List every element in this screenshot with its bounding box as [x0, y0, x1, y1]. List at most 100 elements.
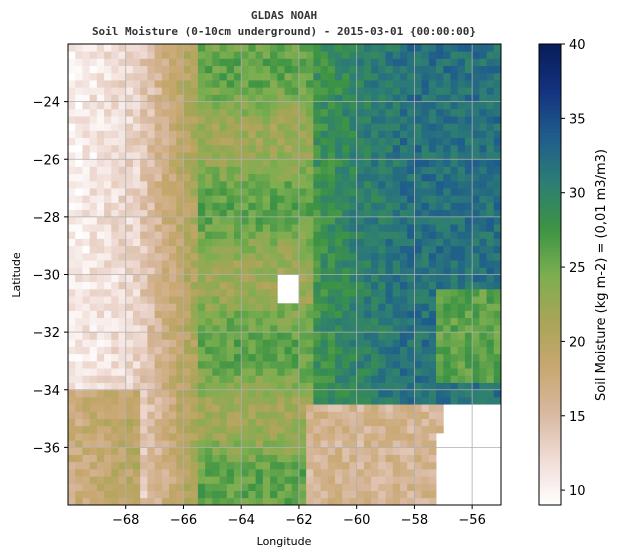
heatmap-cell [298, 317, 307, 326]
heatmap-cell [472, 202, 480, 211]
heatmap-cell [118, 94, 127, 103]
heatmap-cell [176, 65, 184, 74]
heatmap-cell [436, 44, 444, 52]
heatmap-cell [464, 130, 473, 139]
heatmap-cell [255, 80, 264, 88]
heatmap-cell [169, 72, 177, 81]
heatmap-cell [335, 404, 343, 412]
heatmap-cell [493, 317, 502, 326]
heatmap-cell [436, 274, 444, 283]
heatmap-cell [161, 418, 170, 427]
heatmap-cell [140, 461, 148, 470]
heatmap-cell [371, 303, 379, 311]
heatmap-cell [197, 173, 206, 182]
heatmap-cell [75, 72, 83, 81]
heatmap-cell [219, 224, 228, 232]
heatmap-cell [183, 454, 192, 463]
heatmap-cell [486, 159, 495, 167]
heatmap-cell [436, 353, 444, 362]
heatmap-cell [464, 238, 473, 247]
heatmap-cell [75, 209, 83, 218]
heatmap-cell [219, 65, 228, 74]
heatmap-cell [421, 490, 430, 499]
heatmap-cell [349, 202, 358, 211]
heatmap-cell [68, 353, 76, 362]
heatmap-cell [298, 274, 307, 283]
heatmap-cell [104, 432, 112, 441]
heatmap-cell [147, 353, 155, 362]
heatmap-cell [306, 58, 314, 67]
heatmap-cell [407, 80, 415, 88]
heatmap-cell [82, 202, 91, 211]
heatmap-cell [255, 137, 264, 146]
heatmap-cell [197, 166, 206, 175]
heatmap-cell [464, 260, 473, 268]
heatmap-cell [291, 80, 300, 88]
heatmap-cell [298, 476, 307, 484]
heatmap-cell [407, 238, 415, 247]
heatmap-cell [342, 238, 350, 247]
heatmap-cell [479, 188, 487, 196]
heatmap-cell [464, 396, 473, 405]
heatmap-cell [291, 224, 300, 232]
heatmap-cell [421, 72, 430, 81]
heatmap-cell [291, 339, 300, 347]
heatmap-cell [233, 195, 242, 203]
heatmap-cell [306, 296, 314, 304]
heatmap-cell [212, 216, 220, 225]
colorbar-segment [539, 120, 561, 126]
heatmap-cell [255, 252, 264, 261]
heatmap-cell [75, 44, 83, 52]
heatmap-cell [493, 281, 502, 290]
heatmap-cell [306, 490, 314, 499]
heatmap-cell [226, 396, 235, 405]
heatmap-cell [262, 440, 271, 448]
heatmap-cell [392, 260, 401, 268]
heatmap-cell [313, 80, 321, 88]
heatmap-cell [75, 267, 83, 275]
heatmap-cell [342, 159, 350, 167]
heatmap-cell [421, 317, 430, 326]
heatmap-cell [255, 411, 264, 419]
heatmap-cell [335, 58, 343, 67]
heatmap-cell [205, 108, 213, 117]
heatmap-cell [132, 267, 141, 275]
heatmap-cell [226, 288, 235, 297]
heatmap-cell [147, 281, 155, 290]
heatmap-cell [183, 72, 192, 81]
heatmap-cell [327, 202, 336, 211]
heatmap-cell [371, 51, 379, 59]
heatmap-cell [464, 123, 473, 131]
heatmap-cell [450, 94, 459, 103]
heatmap-cell [205, 195, 213, 203]
heatmap-cell [226, 490, 235, 499]
heatmap-cell [407, 360, 415, 369]
heatmap-cell [464, 368, 473, 376]
heatmap-cell [226, 281, 235, 290]
heatmap-cell [291, 101, 300, 110]
heatmap-cell [169, 137, 177, 146]
heatmap-cell [399, 166, 408, 175]
heatmap-cell [457, 389, 466, 398]
heatmap-cell [82, 152, 91, 160]
heatmap-cell [356, 411, 365, 419]
heatmap-cell [291, 180, 300, 189]
heatmap-cell [226, 274, 235, 283]
heatmap-cell [104, 411, 112, 419]
heatmap-cell [147, 468, 155, 477]
heatmap-cell [414, 260, 423, 268]
heatmap-cell [407, 44, 415, 52]
heatmap-cell [479, 324, 487, 333]
heatmap-cell [450, 65, 459, 74]
heatmap-cell [169, 87, 177, 95]
heatmap-cell [262, 339, 271, 347]
heatmap-cell [161, 173, 170, 182]
heatmap-cell [493, 368, 502, 376]
heatmap-cell [414, 346, 423, 355]
heatmap-cell [479, 94, 487, 103]
heatmap-cell [342, 144, 350, 153]
heatmap-cell [443, 368, 451, 376]
heatmap-cell [320, 288, 329, 297]
heatmap-cell [125, 454, 134, 463]
